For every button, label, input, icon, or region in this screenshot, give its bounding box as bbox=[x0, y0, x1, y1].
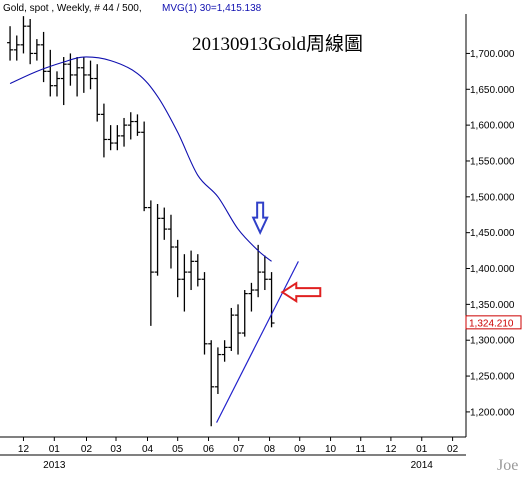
left-arrow-annotation bbox=[280, 281, 322, 304]
time-tick-label: 02 bbox=[447, 444, 459, 455]
support-trendline bbox=[216, 261, 299, 423]
price-bars bbox=[7, 16, 275, 427]
time-tick-label: 04 bbox=[142, 444, 154, 455]
time-tick-label: 12 bbox=[385, 444, 397, 455]
price-tick-label: 1,200.000 bbox=[470, 407, 515, 418]
price-tick-label: 1,300.000 bbox=[470, 336, 515, 347]
moving-average-line bbox=[9, 56, 272, 262]
symbol-header: Gold, spot , Weekly, # 44 / 500, bbox=[3, 3, 142, 14]
time-tick-label: 05 bbox=[172, 444, 184, 455]
price-tick-label: 1,500.000 bbox=[470, 192, 515, 203]
time-tick-label: 02 bbox=[81, 444, 93, 455]
price-tick-label: 1,550.000 bbox=[470, 156, 515, 167]
price-tick-label: 1,250.000 bbox=[470, 372, 515, 383]
price-tick-label: 1,700.000 bbox=[470, 49, 515, 60]
last-price-box bbox=[465, 315, 522, 330]
time-tick-label: 01 bbox=[49, 444, 61, 455]
time-tick-label: 11 bbox=[356, 444, 367, 455]
last-price-label: 1,324.210 bbox=[469, 318, 514, 329]
year-label: 2014 bbox=[411, 460, 434, 471]
annotation-arrows bbox=[251, 201, 322, 304]
down-arrow-annotation bbox=[251, 201, 269, 236]
time-tick-label: 09 bbox=[294, 444, 306, 455]
indicator-header: MVG(1) 30=1,415.138 bbox=[162, 3, 262, 14]
time-tick-label: 07 bbox=[233, 444, 245, 455]
price-tick-label: 1,450.000 bbox=[470, 228, 515, 239]
time-axis-ticks: 12 01 02 03 04 05 06 07 08 09 10 11 12 01 02 2013 2014 bbox=[18, 437, 459, 471]
time-tick-label: 03 bbox=[110, 444, 122, 455]
price-tick-label: 1,650.000 bbox=[470, 85, 515, 96]
time-tick-label: 12 bbox=[18, 444, 30, 455]
time-tick-label: 10 bbox=[325, 444, 337, 455]
time-tick-label: 08 bbox=[264, 444, 276, 455]
price-tick-label: 1,350.000 bbox=[470, 300, 515, 311]
price-axis-ticks: 1,200.000 1,250.000 1,300.000 1,350.000 1,40… bbox=[466, 49, 515, 418]
chart-title: 20130913Gold周線圖 bbox=[192, 33, 363, 55]
time-tick-label: 01 bbox=[416, 444, 428, 455]
overlay-lines bbox=[9, 56, 299, 423]
time-tick-label: 06 bbox=[203, 444, 215, 455]
year-label: 2013 bbox=[43, 460, 66, 471]
price-tick-label: 1,400.000 bbox=[470, 264, 515, 275]
watermark: Joe bbox=[497, 457, 518, 474]
price-tick-label: 1,600.000 bbox=[470, 121, 515, 132]
